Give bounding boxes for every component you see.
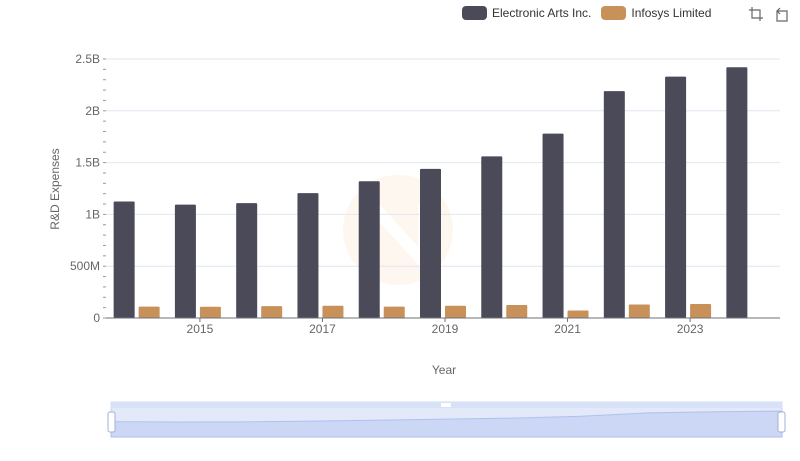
x-tick-label: 2015 [187,322,214,336]
bar[interactable] [113,201,135,318]
bar[interactable] [138,306,160,318]
bar[interactable] [445,305,466,318]
y-tick-label: 0 [93,311,100,325]
legend-swatch [462,6,487,20]
data-zoom-slider[interactable] [107,401,786,438]
bar[interactable] [726,67,748,319]
bar[interactable] [383,306,405,318]
legend: Electronic Arts Inc. Infosys Limited [462,4,721,22]
bar[interactable] [358,181,380,318]
y-axis-label: R&D Expenses [48,148,62,229]
bar[interactable] [481,156,503,318]
bar[interactable] [236,203,258,318]
x-tick-label: 2023 [677,322,704,336]
bar[interactable] [542,133,564,318]
toolbox [748,6,790,22]
x-tick-label: 2017 [309,322,336,336]
y-tick-label: 2B [85,104,100,118]
y-tick-label: 2.5B [75,52,100,66]
legend-swatch [601,6,627,20]
y-tick-label: 1B [85,207,100,221]
bar[interactable] [690,304,712,318]
y-tick-label: 500M [70,259,100,273]
bar[interactable] [665,76,687,318]
legend-item-infosys[interactable]: Infosys Limited [601,6,711,20]
data-zoom-move-handle[interactable] [441,403,451,407]
bar[interactable] [322,305,344,318]
bar[interactable] [261,306,283,318]
bar[interactable] [420,168,441,318]
bar[interactable] [174,204,196,318]
legend-label: Infosys Limited [631,6,712,20]
y-tick-label: 1.5B [75,156,100,170]
data-zoom-selection[interactable] [111,408,782,437]
bar[interactable] [506,305,528,318]
bar[interactable] [603,91,625,318]
data-zoom-right-handle[interactable] [777,411,786,433]
x-tick-label: 2021 [554,322,581,336]
bar[interactable] [199,306,221,318]
zoom-icon[interactable] [748,6,764,22]
bar[interactable] [297,193,319,318]
restore-icon[interactable] [774,6,790,22]
data-zoom-left-handle[interactable] [107,411,116,433]
legend-item-electronic-arts[interactable]: Electronic Arts Inc. [462,6,591,20]
x-axis-label: Year [432,363,456,377]
bars [113,67,748,319]
legend-label: Electronic Arts Inc. [492,6,592,20]
x-tick-label: 2019 [432,322,459,336]
bar[interactable] [567,310,589,318]
data-zoom-preview [110,410,783,438]
axes: 0 500M 1B 1.5B 2B 2.5B 2015 2017 2019 2021 2023 [70,52,780,336]
bar[interactable] [628,304,650,318]
